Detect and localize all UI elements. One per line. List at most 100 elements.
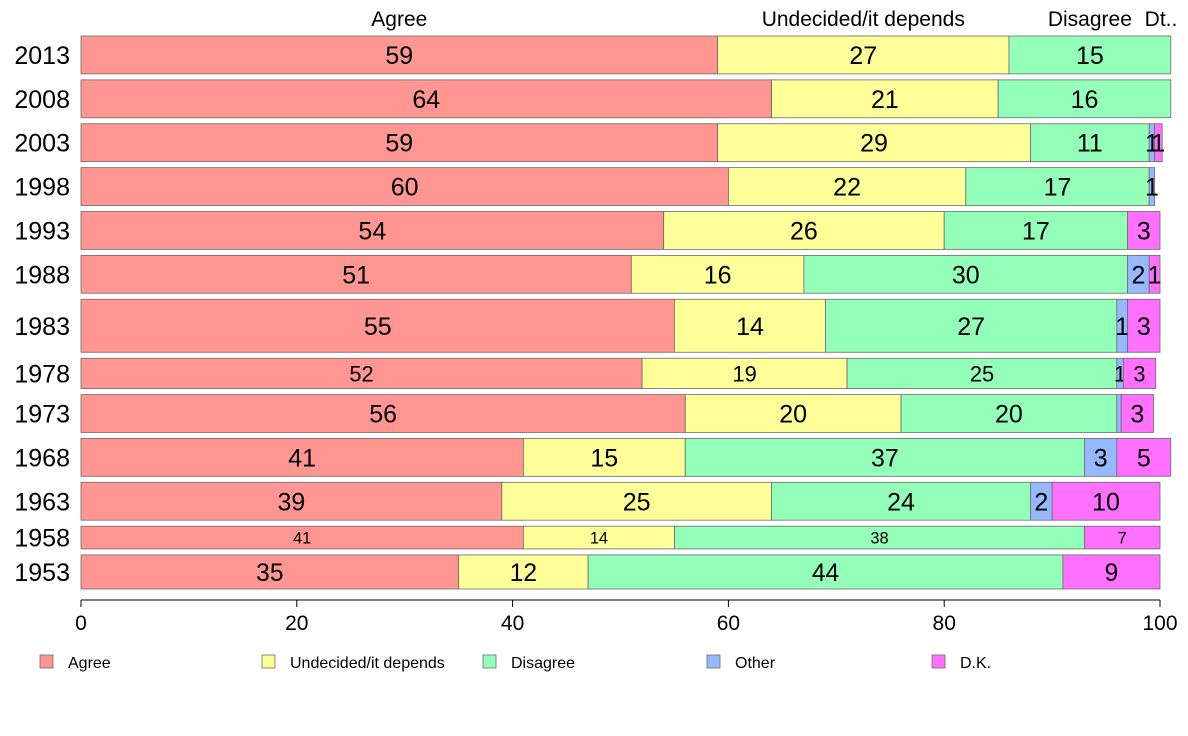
data-label-undecided-it-depends-2008: 21 <box>871 86 899 114</box>
y-tick-label-2003: 2003 <box>14 130 70 158</box>
x-tick-label-80: 80 <box>933 612 956 635</box>
y-tick-label-1998: 1998 <box>14 174 70 202</box>
bar-row-1963: 39 25 24 2 10 <box>80 481 1161 521</box>
data-label-undecided-it-depends-1983: 14 <box>736 313 764 341</box>
bar-segment-disagree-2003 <box>1030 123 1150 163</box>
y-tick-label-1958: 1958 <box>14 525 70 553</box>
bar-row-2013: 59 27 15 <box>80 35 1172 75</box>
data-label-disagree-1973: 20 <box>995 401 1023 429</box>
data-label-disagree-1983: 27 <box>957 313 985 341</box>
bar-row-1968: 41 15 37 3 5 <box>80 438 1172 477</box>
legend-label: Agree <box>68 655 111 672</box>
data-label-disagree-1978: 25 <box>970 361 994 386</box>
data-label-agree-1988: 51 <box>342 261 370 289</box>
legend-label: Undecided/it depends <box>290 655 445 672</box>
data-label-disagree-1963: 24 <box>887 488 915 516</box>
bar-segment-undecided-it-depends-2013 <box>717 35 1010 75</box>
y-tick-label-1973: 1973 <box>14 401 70 429</box>
data-label-d-k--1983: 3 <box>1137 313 1151 341</box>
bar-segment-disagree-2013 <box>1008 35 1172 75</box>
bar-segment-d-k--1968 <box>1116 438 1172 477</box>
x-tick-label-40: 40 <box>501 612 524 635</box>
data-label-undecided-it-depends-1998: 22 <box>833 174 861 202</box>
data-label-undecided-it-depends-1963: 25 <box>623 488 651 516</box>
top-label-undecided-it-depends: Undecided/it depends <box>762 8 965 31</box>
legend-swatch <box>931 654 946 669</box>
y-tick-label-1953: 1953 <box>14 559 70 587</box>
bar-segment-undecided-it-depends-1978 <box>641 357 848 389</box>
data-label-other-1963: 2 <box>1034 488 1048 516</box>
bar-segment-d-k--1978 <box>1122 357 1157 389</box>
x-tick-label-20: 20 <box>285 612 308 635</box>
bar-segment-d-k--1963 <box>1051 481 1161 521</box>
bar-row-1953: 35 12 44 9 <box>80 554 1161 590</box>
bar-segment-agree-1998 <box>80 167 729 206</box>
data-label-undecided-it-depends-2013: 27 <box>849 42 877 70</box>
data-label-d-k--1993: 3 <box>1137 217 1151 245</box>
y-tick-label-1978: 1978 <box>14 360 70 388</box>
data-label-undecided-it-depends-1973: 20 <box>779 401 807 429</box>
data-label-d-k--1963: 10 <box>1092 488 1120 516</box>
data-label-d-k--1958: 7 <box>1118 529 1127 547</box>
bar-segment-agree-1993 <box>80 211 665 250</box>
bar-segment-d-k--1973 <box>1120 394 1154 433</box>
data-label-disagree-1953: 44 <box>812 560 839 587</box>
bar-row-1993: 54 26 17 3 <box>80 211 1161 250</box>
y-axis-tick-labels: 2013 2008 2003 1998 1993 1988 1983 1978 1973 1968… <box>14 42 70 587</box>
legend-swatch <box>706 654 721 669</box>
bar-segment-disagree-1988 <box>803 254 1129 294</box>
data-label-d-k--1978: 3 <box>1133 361 1145 386</box>
bar-segment-agree-2008 <box>80 79 772 119</box>
bar-segment-undecided-it-depends-1993 <box>663 211 945 250</box>
data-label-agree-1973: 56 <box>369 401 397 429</box>
top-label-dk: Dt.. <box>1145 8 1178 31</box>
x-tick-label-0: 0 <box>75 612 87 635</box>
y-tick-label-2013: 2013 <box>14 42 70 70</box>
data-label-other-1983: 1 <box>1115 313 1129 341</box>
data-label-agree-1963: 39 <box>277 488 305 516</box>
data-label-d-k--1968: 5 <box>1137 444 1151 472</box>
bar-segment-d-k--1983 <box>1127 298 1161 353</box>
bar-segment-agree-1963 <box>80 481 503 521</box>
bar-segment-agree-1983 <box>80 298 675 353</box>
legend-item-agree: Agree <box>39 654 111 672</box>
legend-swatch <box>482 654 497 669</box>
data-label-agree-2013: 59 <box>385 42 413 70</box>
data-label-d-k--1953: 9 <box>1105 560 1119 587</box>
bar-row-1978: 52 19 25 1 3 <box>80 357 1157 389</box>
data-label-disagree-1968: 37 <box>871 444 899 472</box>
data-label-agree-1998: 60 <box>391 174 419 202</box>
data-label-agree-1958: 41 <box>293 529 311 547</box>
data-label-undecided-it-depends-1958: 14 <box>590 529 608 547</box>
bar-segment-other-1968 <box>1084 438 1118 477</box>
bar-segment-disagree-1983 <box>825 298 1118 353</box>
x-axis: 0 20 40 60 80 100 <box>75 599 1178 635</box>
bar-segment-agree-1973 <box>80 394 686 433</box>
data-label-other-1988: 2 <box>1131 261 1145 289</box>
data-label-agree-2003: 59 <box>385 130 413 158</box>
bar-segment-agree-1988 <box>80 254 632 294</box>
bar-segment-undecided-it-depends-1998 <box>728 167 967 206</box>
bar-segment-d-k--1958 <box>1084 525 1161 550</box>
legend-label: Disagree <box>511 655 575 672</box>
data-label-agree-1993: 54 <box>358 217 386 245</box>
data-label-disagree-1993: 17 <box>1022 217 1050 245</box>
bar-segment-agree-2013 <box>80 35 719 75</box>
bar-row-1988: 51 16 30 2 1 <box>80 254 1162 294</box>
y-tick-label-1983: 1983 <box>14 313 70 341</box>
data-label-disagree-1988: 30 <box>952 261 980 289</box>
bar-segment-d-k--1953 <box>1062 554 1161 590</box>
data-label-disagree-2013: 15 <box>1076 42 1104 70</box>
y-tick-label-2008: 2008 <box>14 86 70 114</box>
bar-segment-d-k--1993 <box>1127 211 1161 250</box>
top-label-disagree: Disagree <box>1048 8 1132 31</box>
legend-label: D.K. <box>960 655 991 672</box>
top-column-labels: Agree Undecided/it depends Disagree Dt.. <box>371 8 1177 31</box>
data-label-agree-1968: 41 <box>288 444 316 472</box>
bar-segment-disagree-1963 <box>771 481 1031 521</box>
bar-segment-disagree-1993 <box>943 211 1129 250</box>
legend: Agree Undecided/it depends Disagree Other D.… <box>39 654 991 672</box>
bar-segment-other-1998 <box>1148 167 1156 206</box>
